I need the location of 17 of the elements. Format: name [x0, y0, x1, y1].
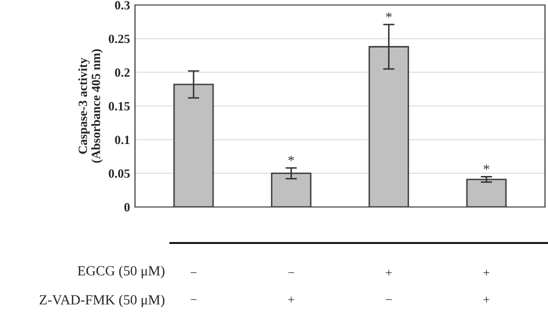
category-label: + −: [386, 270, 392, 300]
text: Z-VAD-FMK (50 μM): [40, 294, 164, 308]
y-tick-label: 0.25: [108, 34, 130, 44]
category-label: + +: [484, 270, 490, 302]
text: EGCG (50 μM): [78, 266, 164, 278]
y-tick-label: 0.1: [114, 136, 130, 144]
y-tick-label: 0.05: [108, 169, 130, 178]
y-tick-label: 0: [124, 203, 130, 212]
y-tick-label: 0.15: [108, 102, 130, 111]
y-tick-label: 0.2: [114, 68, 130, 77]
y-tick-label: 0.3: [114, 1, 130, 10]
category-label: − +: [288, 272, 294, 302]
annotation: *: [386, 12, 392, 18]
annotation: *: [484, 164, 490, 170]
annotation: *: [288, 156, 294, 161]
y-axis-title: Caspase-3 activity (Absorbance 405 nm): [78, 49, 103, 163]
category-label: − −: [190, 272, 196, 300]
